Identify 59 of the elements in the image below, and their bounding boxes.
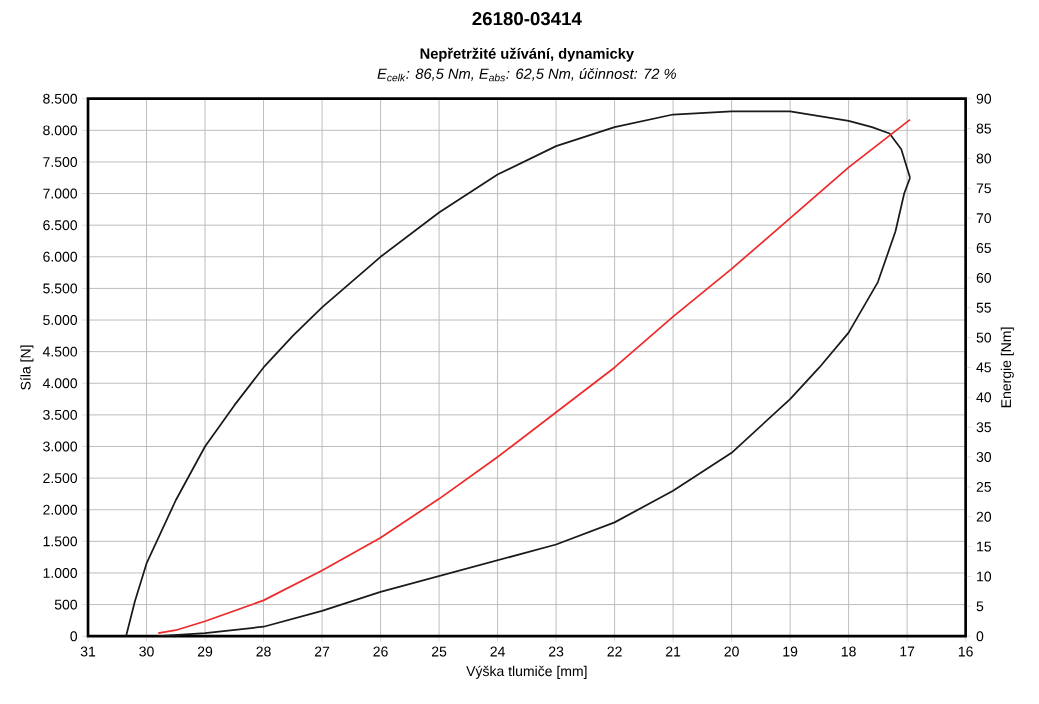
y-tick-label: 0 [70,631,78,642]
x-tick-label: 17 [900,646,915,657]
y2-tick-label: 85 [976,123,992,134]
y2-tick-label: 50 [976,332,992,343]
x-tick-label: 21 [666,646,681,657]
y-tick-label: 7.000 [43,188,78,199]
y2-tick-label: 25 [976,481,992,492]
y-tick-label: 1.000 [43,567,78,578]
x-tick-label: 19 [783,646,798,657]
x-tick-label: 22 [607,646,622,657]
y-tick-label: 2.000 [43,504,78,515]
x-tick-label: 23 [549,646,564,657]
y2-tick-label: 15 [977,541,992,552]
y2-tick-label: 0 [976,631,984,642]
y2-tick-label: 10 [977,571,992,582]
x-tick-label: 29 [197,646,213,657]
y2-tick-label: 40 [976,392,992,403]
x-tick-label: 20 [724,646,739,657]
y-tick-label: 2.500 [43,473,78,483]
y-tick-label: 4.000 [42,378,78,389]
y2-tick-label: 35 [976,422,992,433]
y-tick-label: 8.000 [43,125,78,136]
x-tick-label: 16 [958,646,973,657]
y-tick-label: 6.000 [43,251,78,262]
x-tick-label: 24 [490,646,505,657]
x-tick-label: 27 [314,646,330,657]
chart-subtitle: Nepřetržité užívání, dynamicky [420,47,634,62]
x-tick-label: 30 [139,646,154,657]
x-tick-label: 26 [373,646,388,657]
y2-tick-label: 75 [976,183,992,194]
y2-tick-label: 60 [976,272,992,283]
y-tick-label: 8.500 [43,93,78,104]
x-tick-label: 18 [841,646,856,657]
y-tick-label: 500 [54,599,78,610]
y2-tick-label: 45 [976,362,992,373]
y2-tick-label: 80 [976,153,992,164]
y-axis-title: Síla [N] [20,345,34,390]
y-tick-label: 5.500 [43,283,78,294]
y-tick-label: 6.500 [43,220,78,231]
y2-tick-label: 65 [976,242,992,253]
x-tick-label: 25 [431,646,447,657]
y2-axis-title: Energie [Nm] [1000,327,1014,408]
x-tick-label: 28 [256,646,271,657]
text: E$_{celk}$: 86,5 Nm, E$_{abs}$: 62,5 Nm, účinnost: 72 % [377,67,676,82]
y2-tick-label: 5 [976,601,984,612]
y-tick-label: 5.000 [43,314,78,325]
chart-title: 26180-03414 [472,11,582,26]
y2-tick-label: 70 [976,213,992,224]
y2-tick-label: 30 [976,451,992,462]
x-axis-title: Výška tlumiče [mm] [466,665,587,679]
y-tick-label: 1.500 [43,536,78,547]
y-tick-label: 7.500 [43,156,78,167]
x-tick-label: 31 [80,646,96,657]
y-tick-label: 4.500 [42,346,78,357]
y2-tick-label: 55 [976,302,992,313]
y2-tick-label: 90 [976,93,992,104]
y-tick-label: 3.500 [43,409,78,420]
y2-tick-label: 20 [976,511,992,522]
y-tick-label: 3.000 [43,441,78,452]
